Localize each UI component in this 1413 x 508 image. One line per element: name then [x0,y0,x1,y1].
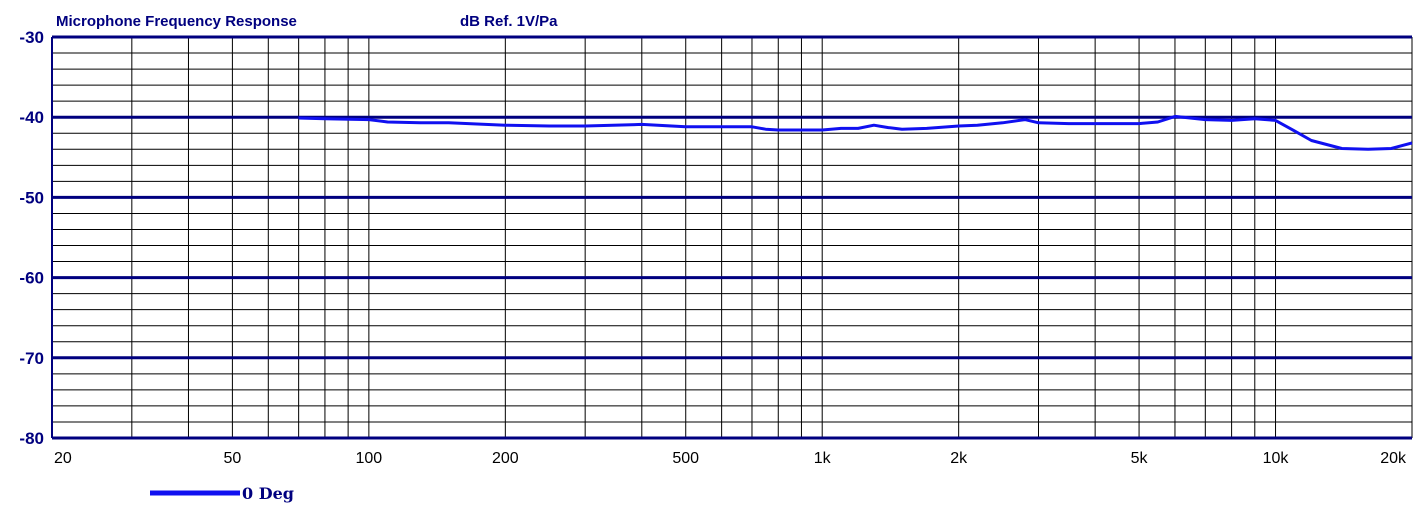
y-tick-label: -30 [19,28,44,47]
y-tick-labels: -30 -40 -50 -60 -70 -80 [19,28,44,448]
x-tick-label: 200 [492,450,519,467]
x-tick-label: 20k [1380,450,1407,467]
x-tick-label: 5k [1131,450,1149,467]
x-tick-label: 20 [54,450,72,467]
y-tick-label: -50 [19,188,44,207]
y-tick-label: -60 [19,269,44,288]
x-tick-label: 1k [814,450,832,467]
grid [51,35,1413,440]
y-tick-label: -70 [19,349,44,368]
x-tick-labels: 20 50 100 200 500 1k 2k 5k 10k 20k [54,450,1407,467]
y-tick-label: -40 [19,108,44,127]
y-axis-label: dB Ref. 1V/Pa [460,13,558,30]
x-tick-label: 500 [672,450,699,467]
series-layer [298,114,1413,151]
x-tick-label: 100 [356,450,383,467]
x-tick-label: 50 [224,450,242,467]
series-line-0-deg [298,114,1413,151]
x-tick-label: 2k [950,450,968,467]
legend: 0 Deg [150,484,294,503]
x-tick-label: 10k [1263,450,1290,467]
y-tick-label: -80 [19,429,44,448]
legend-label: 0 Deg [242,484,294,503]
chart-title: Microphone Frequency Response [56,13,297,30]
